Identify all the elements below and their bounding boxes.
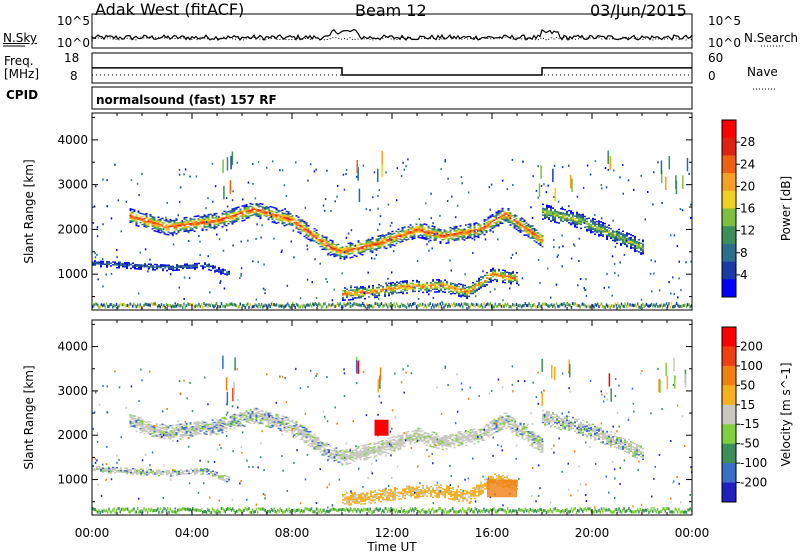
colorbar-swatch-1 (722, 482, 736, 503)
colorbar-swatch-1 (722, 346, 736, 367)
colorbar-tick-label: 20 (740, 179, 755, 193)
cpid-label: CPID (6, 88, 39, 102)
colorbar-swatch-0 (722, 137, 736, 156)
nave-tick-top: 60 (708, 51, 724, 65)
y-axis-label: Slant Range [km] (22, 365, 36, 469)
freq-label: Freq. [MHz] (4, 55, 39, 81)
noise-tick-top-left: 10^5 (57, 14, 90, 28)
colorbar-label: Power [dB] (779, 176, 793, 241)
beam-title: Beam 12 (355, 1, 427, 20)
heatmap-cells-1 (92, 355, 693, 514)
colorbar-swatch-0 (722, 208, 736, 227)
colorbar-frame-1 (721, 326, 737, 503)
colorbar-swatch-1 (722, 463, 736, 483)
colorbar-tick-label: -200 (740, 476, 767, 490)
freq-label-line2: [MHz] (4, 67, 40, 81)
x-tick-label: 00:00 (675, 526, 710, 540)
freq-tick-top: 18 (64, 51, 80, 65)
colorbar-tick-label: 50 (740, 378, 755, 392)
freq-tick-bottom: 8 (70, 69, 78, 83)
y-tick-label: 3000 (57, 384, 88, 398)
nsearch-label: N.Search (744, 31, 799, 45)
noise-tick-top-right: 10^5 (708, 14, 741, 28)
colorbar-swatch-1 (722, 385, 736, 406)
y-tick-label: 4000 (57, 133, 88, 147)
heatmap-cells-0 (92, 150, 693, 309)
noise-strip-frame (91, 13, 693, 49)
y-tick-label: 1000 (57, 267, 88, 281)
red-velocity-patch (374, 419, 389, 436)
colorbar-swatch-0 (722, 226, 736, 245)
colorbar-tick-label: 4 (740, 268, 748, 282)
x-tick-label: 12:00 (375, 526, 410, 540)
noise-search-series (91, 36, 693, 41)
colorbar-swatch-0 (722, 243, 736, 262)
y-tick-label: 4000 (57, 340, 88, 354)
colorbar-tick-label: 8 (740, 246, 748, 260)
nave-label: Nave (747, 65, 778, 79)
colorbar-tick-label: 200 (740, 339, 763, 353)
cpid-strip-frame (91, 86, 693, 110)
y-axis-label: Slant Range [km] (22, 159, 36, 263)
y-tick-label: 1000 (57, 473, 88, 487)
orange-velocity-patch (487, 479, 517, 498)
x-tick-label: 04:00 (175, 526, 210, 540)
date-title: 03/Jun/2015 (590, 1, 687, 20)
colorbar-tick-label: 15 (740, 398, 755, 412)
colorbar-tick-label: 100 (740, 359, 763, 373)
colorbar-tick-label: 12 (740, 224, 755, 238)
nave-tick-bottom: 0 (708, 69, 716, 83)
colorbar-swatch-1 (722, 404, 736, 425)
noise-sky-series (91, 28, 693, 42)
colorbar-tick-label: -100 (740, 456, 767, 470)
panel-frame-0 (91, 112, 693, 311)
freq-series (92, 67, 692, 76)
y-tick-label: 2000 (57, 222, 88, 236)
colorbar-swatch-1 (722, 443, 736, 464)
x-tick-label: 16:00 (475, 526, 510, 540)
colorbar-tick-label: 24 (740, 157, 755, 171)
colorbar-swatch-1 (722, 424, 736, 444)
x-tick-label: 20:00 (575, 526, 610, 540)
colorbar-label: Velocity [m s^-1] (779, 362, 793, 466)
noise-tick-bottom-left: 10^0 (57, 36, 90, 50)
freq-label-line1: Freq. (4, 54, 34, 68)
colorbar-tick-label: -15 (740, 417, 760, 431)
colorbar-tick-label: -50 (740, 437, 760, 451)
y-tick-label: 3000 (57, 178, 88, 192)
colorbar-swatch-0 (722, 155, 736, 174)
colorbar-swatch-0 (722, 261, 736, 280)
colorbar-swatch-0 (722, 120, 736, 138)
colorbar-tick-label: 16 (740, 202, 755, 216)
colorbar-tick-label: 28 (740, 135, 755, 149)
noise-tick-bottom-right: 10^0 (708, 36, 741, 50)
y-tick-label: 2000 (57, 428, 88, 442)
colorbar-swatch-0 (722, 279, 736, 298)
colorbar-swatch-1 (722, 327, 736, 347)
colorbar-swatch-0 (722, 173, 736, 192)
colorbar-swatch-0 (722, 190, 736, 209)
x-tick-label: 08:00 (275, 526, 310, 540)
x-axis-label: Time UT (366, 540, 417, 554)
x-tick-label: 00:00 (75, 526, 110, 540)
nsky-label: N.Sky (3, 31, 38, 45)
cpid-value: normalsound (fast) 157 RF (96, 93, 277, 107)
panel-frame-1 (91, 319, 693, 516)
colorbar-swatch-1 (722, 365, 736, 386)
